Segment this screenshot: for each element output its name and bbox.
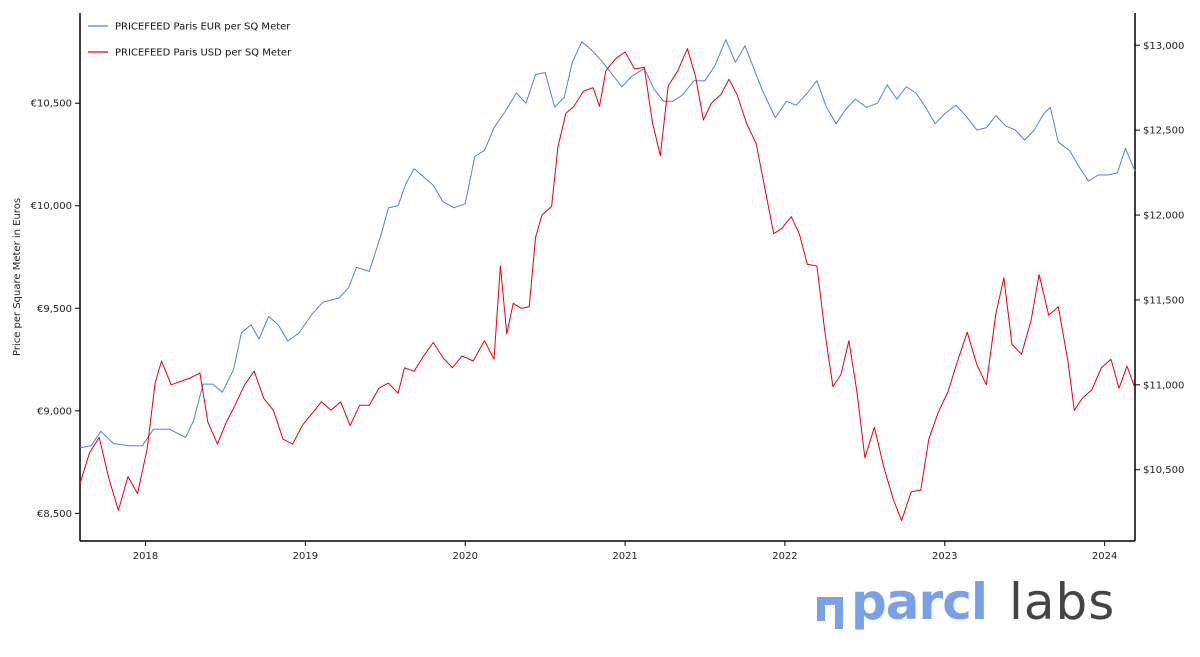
y2-tick-label: $12,000 bbox=[1143, 211, 1184, 222]
logo-brand-text: parcl bbox=[851, 573, 988, 631]
series-line-eur bbox=[79, 39, 1136, 449]
x-tick-label: 2022 bbox=[772, 551, 797, 562]
y-tick-label: €10,500 bbox=[31, 99, 72, 110]
x-tick-label: 2021 bbox=[612, 551, 637, 562]
parcl-labs-logo: parcl labs bbox=[813, 573, 1133, 643]
y2-tick-label: $10,500 bbox=[1143, 465, 1184, 476]
logo-suffix-text: labs bbox=[1009, 573, 1116, 631]
y2-tick-label: $11,000 bbox=[1143, 380, 1184, 391]
x-tick-label: 2020 bbox=[453, 551, 478, 562]
legend-label: PRICEFEED Paris USD per SQ Meter bbox=[115, 48, 292, 59]
series-layer bbox=[79, 39, 1136, 522]
x-tick-label: 2018 bbox=[133, 551, 158, 562]
x-tick-label: 2024 bbox=[1092, 551, 1117, 562]
legend-label: PRICEFEED Paris EUR per SQ Meter bbox=[115, 22, 291, 33]
y2-tick-label: $13,000 bbox=[1143, 41, 1184, 52]
y2-tick-label: $11,500 bbox=[1143, 295, 1184, 306]
y-axis-title: Price per Square Meter in Euros bbox=[12, 198, 23, 356]
y-tick-label: €8,500 bbox=[37, 509, 72, 520]
x-tick-label: 2019 bbox=[293, 551, 318, 562]
y-tick-label: €10,000 bbox=[31, 201, 72, 212]
x-tick-label: 2023 bbox=[932, 551, 957, 562]
legend: PRICEFEED Paris EUR per SQ Meter PRICEFEE… bbox=[88, 22, 292, 59]
axes: 2018 2019 2020 2021 2022 2023 2024 €8,500 €9,000… bbox=[12, 13, 1184, 562]
series-line-usd bbox=[79, 48, 1136, 522]
y-tick-label: €9,000 bbox=[37, 406, 72, 417]
y2-tick-label: $12,500 bbox=[1143, 126, 1184, 137]
parcl-logo-icon bbox=[817, 597, 843, 629]
y-tick-label: €9,500 bbox=[37, 304, 72, 315]
